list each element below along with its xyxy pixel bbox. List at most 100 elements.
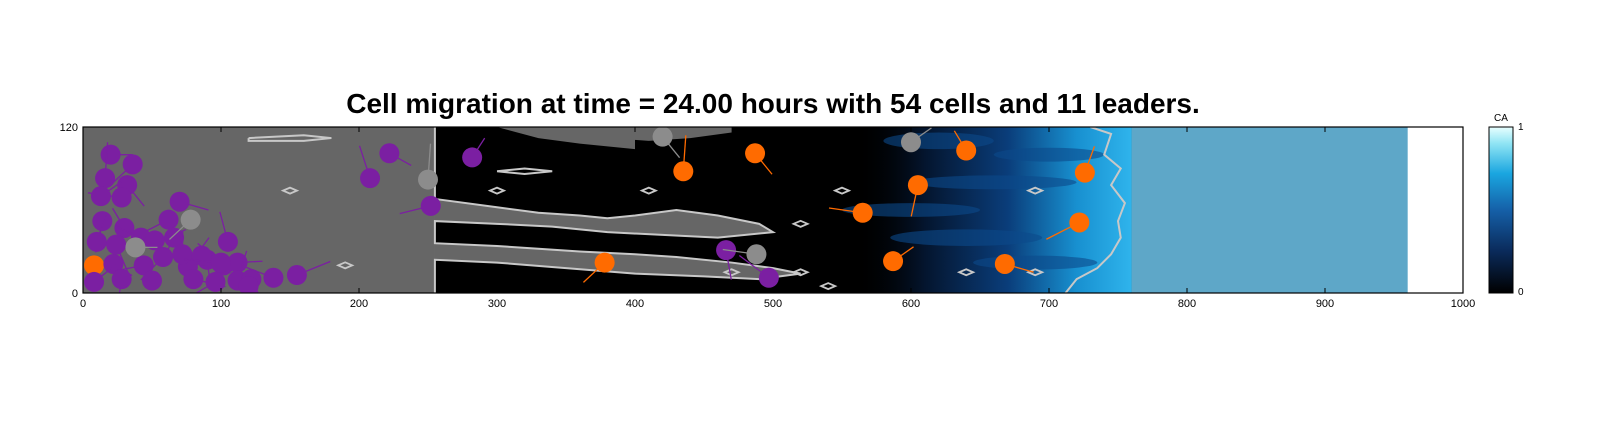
follower-cell-point xyxy=(758,267,779,288)
leader-cell-point xyxy=(994,253,1015,274)
follower-cell-point xyxy=(211,252,231,273)
contour-marker-11 xyxy=(818,282,838,291)
follower-cell-point xyxy=(144,230,165,251)
blue-streak-0 xyxy=(883,132,994,150)
follower-cell-point xyxy=(205,271,226,292)
follower-cell-point xyxy=(164,227,185,248)
follower-cell-point xyxy=(90,186,111,207)
blue-streak-5 xyxy=(993,147,1105,162)
follower-cell-point xyxy=(263,267,284,288)
leader-cell-point xyxy=(852,202,873,223)
y-tick-label: 0 xyxy=(72,288,78,300)
colorbar-gradient xyxy=(1488,126,1514,294)
inactive-cell-point xyxy=(125,237,146,258)
contour-lines xyxy=(247,127,1127,293)
follower-cell-point xyxy=(122,154,143,175)
leader-cell-point xyxy=(907,175,928,196)
colorbar-label: CA xyxy=(1494,113,1508,124)
contour-marker-6 xyxy=(1025,268,1045,277)
follower-cell-point xyxy=(111,187,132,208)
background-field xyxy=(83,127,1463,293)
follower-cell-point xyxy=(227,252,248,273)
follower-cell-point xyxy=(86,231,107,252)
x-axis: 0 100 200 300 400 500 600 700 800 900 1000 xyxy=(80,127,1475,310)
follower-cell-point xyxy=(238,276,259,293)
follower-cell-point xyxy=(462,147,483,168)
y-tick-label: 120 xyxy=(60,122,78,134)
x-tick-label: 200 xyxy=(350,298,368,310)
follower-cell-point xyxy=(92,211,113,232)
x-tick-label: 500 xyxy=(764,298,782,310)
follower-cell-point xyxy=(100,144,121,165)
follower-cell-point xyxy=(169,191,190,212)
leader-cell-point xyxy=(84,255,105,276)
follower-cell-point xyxy=(84,271,105,292)
contour-marker-5 xyxy=(791,219,810,228)
follower-cell-point xyxy=(142,270,162,291)
follower-cell-point xyxy=(379,143,400,164)
contour-line-2 xyxy=(247,134,332,142)
follower-cell-point xyxy=(95,168,116,189)
contour-marker-10 xyxy=(335,261,355,270)
follower-cell-point xyxy=(103,253,124,274)
inactive-cell-point xyxy=(418,169,438,190)
leader-cell-point xyxy=(1069,212,1090,233)
contour-marker-1 xyxy=(487,186,507,195)
leader-cell-point xyxy=(1074,162,1095,183)
x-tick-label: 400 xyxy=(626,298,644,310)
contour-line-3 xyxy=(496,167,553,176)
x-tick-label: 700 xyxy=(1040,298,1058,310)
y-axis: 0 120 xyxy=(60,122,78,300)
follower-cell-point xyxy=(286,265,307,286)
blue-streak-3 xyxy=(890,229,1043,246)
leader-cell-point xyxy=(673,161,694,182)
follower-cell-point xyxy=(158,209,179,230)
contour-line-1 xyxy=(1064,127,1127,293)
blue-streak-4 xyxy=(973,255,1098,270)
empty-region xyxy=(1407,127,1463,293)
leader-cell-point xyxy=(745,143,766,164)
blue-streak-1 xyxy=(911,175,1077,190)
x-tick-label: 1000 xyxy=(1451,298,1475,310)
inactive-cell-point xyxy=(180,209,201,230)
follower-cell-point xyxy=(191,245,212,266)
light-blue-region xyxy=(1131,127,1408,293)
leader-cell-point xyxy=(956,140,977,161)
colorbar-max-label: 1 xyxy=(1518,122,1524,133)
contour-marker-8 xyxy=(791,268,810,277)
contour-marker-3 xyxy=(832,186,852,195)
contour-line-0 xyxy=(433,127,801,293)
plot-area xyxy=(83,127,1463,293)
chart-title: Cell migration at time = 24.00 hours wit… xyxy=(346,88,1200,119)
leader-cell-point xyxy=(883,251,904,272)
cells-layer xyxy=(84,127,1096,293)
follower-cell-point xyxy=(360,168,381,189)
x-tick-label: 300 xyxy=(488,298,506,310)
colorbar: CA 1 0 xyxy=(1488,113,1524,298)
blue-streak-2 xyxy=(842,203,980,217)
follower-cell-point xyxy=(183,269,204,290)
follower-cell-point xyxy=(153,247,174,268)
grey-finger-0 xyxy=(434,127,635,150)
x-tick-label: 600 xyxy=(902,298,920,310)
follower-cell-point xyxy=(172,244,193,265)
grey-finger-2 xyxy=(434,243,801,280)
contour-marker-0 xyxy=(280,186,300,195)
follower-cell-point xyxy=(106,234,127,255)
leader-cell-point xyxy=(594,252,615,273)
contour-marker-9 xyxy=(956,268,976,277)
contour-marker-2 xyxy=(639,186,659,195)
x-tick-label: 100 xyxy=(212,298,230,310)
follower-cell-point xyxy=(111,269,132,290)
inactive-cell-point xyxy=(901,132,921,153)
inactive-cell-point xyxy=(652,127,673,147)
follower-cell-point xyxy=(420,195,441,216)
x-tick-label: 900 xyxy=(1316,298,1334,310)
follower-cell-point xyxy=(217,231,238,252)
x-tick-label: 0 xyxy=(80,298,86,310)
contour-marker-4 xyxy=(1025,186,1045,195)
inactive-cell-point xyxy=(746,244,767,265)
x-tick-label: 800 xyxy=(1178,298,1196,310)
colorbar-min-label: 0 xyxy=(1518,287,1524,298)
